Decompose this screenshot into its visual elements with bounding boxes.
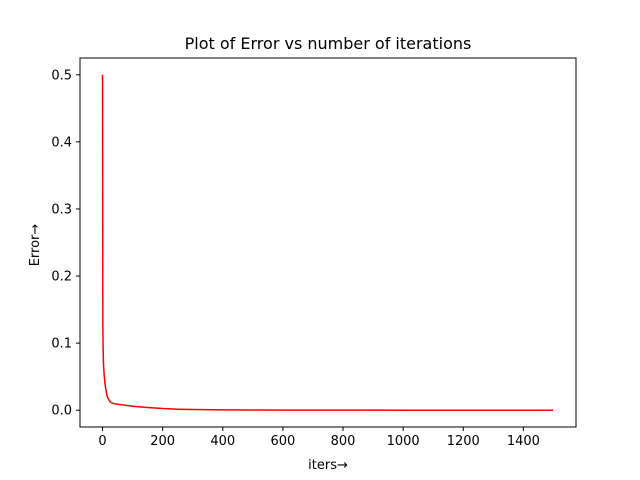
x-tick-label: 400 [210,434,235,449]
x-tick-label: 1200 [447,434,480,449]
x-tick-label: 800 [331,434,356,449]
x-tick-label: 1000 [387,434,420,449]
x-tick-label: 200 [150,434,175,449]
x-tick-label: 1400 [507,434,540,449]
y-tick-label: 0.5 [51,68,72,83]
y-tick-label: 0.4 [51,135,72,150]
axes-frame [79,57,577,428]
x-tick-label: 600 [270,434,295,449]
x-tick-label: 0 [98,434,106,449]
y-tick-label: 0.2 [51,270,72,285]
x-axis-ticks: 0 200 400 600 800 1000 1200 1400 [98,427,540,449]
plot-area [101,74,554,411]
chart-title: Plot of Error vs number of iterations [185,34,472,53]
y-tick-label: 0.0 [51,404,72,419]
y-axis-ticks: 0.0 0.1 0.2 0.3 0.4 0.5 [51,68,80,419]
y-axis-label: Error→ [28,224,43,267]
y-tick-label: 0.1 [51,337,72,352]
x-axis-label: iters→ [308,458,348,473]
y-tick-label: 0.3 [51,202,72,217]
error-series-line [101,74,554,411]
